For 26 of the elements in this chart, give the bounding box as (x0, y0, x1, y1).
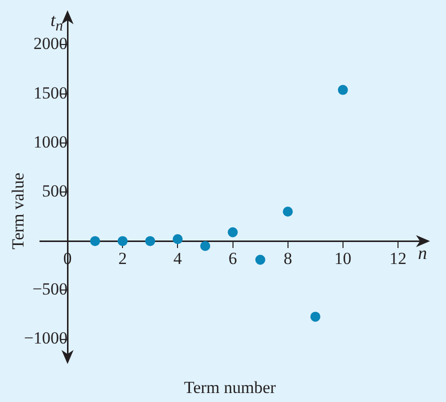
y-tick-label: 2000 (34, 34, 68, 54)
x-tick-label: 10 (334, 248, 352, 268)
x-tick-label: 2 (118, 248, 127, 268)
annotation: n (418, 243, 427, 264)
point (118, 236, 128, 246)
point (310, 312, 320, 322)
point (338, 84, 348, 95)
point (282, 206, 293, 217)
point (255, 254, 266, 265)
x-axis-title: Term number (184, 378, 276, 398)
annotation: t$_{n}$ (50, 10, 64, 36)
x-tick-label: 6 (228, 248, 238, 268)
y-tick-label: −1000 (24, 328, 68, 348)
point (228, 227, 238, 238)
x-tick-label: 8 (284, 248, 292, 268)
point (90, 236, 100, 246)
y-tick-label: −500 (32, 280, 68, 299)
y-tick-label: 500 (42, 181, 68, 200)
y-tick-label: 1500 (34, 83, 68, 102)
y-tick-label: 1000 (34, 132, 68, 152)
point (145, 236, 156, 246)
x-tick-label: 12 (389, 248, 406, 268)
point (200, 241, 210, 252)
y-axis-title: Term value (8, 172, 28, 250)
x-tick-label: 4 (173, 248, 182, 268)
point (172, 234, 183, 244)
